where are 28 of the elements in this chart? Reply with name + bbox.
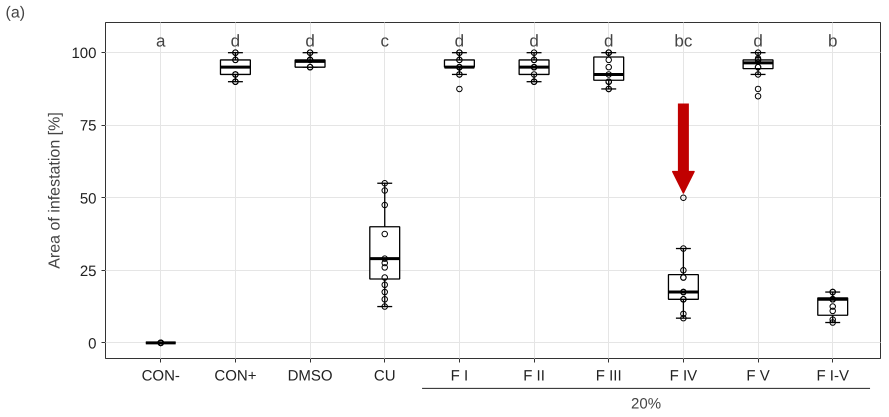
y-axis-title: Area of infestation [%] <box>46 112 64 269</box>
x-tick-label: CON- <box>142 368 180 384</box>
y-tick-label: 50 <box>80 190 97 208</box>
x-tick-label: CU <box>374 368 396 384</box>
annotation: d <box>604 31 614 50</box>
y-tick-label: 0 <box>88 335 96 352</box>
x-tick-label: F II <box>523 368 545 384</box>
annotation: c <box>380 31 390 50</box>
y-tick-label: 25 <box>80 262 97 280</box>
y-tick-label: 100 <box>71 45 97 62</box>
annotation: d <box>753 31 763 50</box>
annotation: d <box>230 31 240 50</box>
x-tick-label: F IV <box>670 368 698 384</box>
x-tick-label: F III <box>596 368 622 384</box>
x-tick-label: DMSO <box>288 368 333 384</box>
y-tick-label: 75 <box>80 118 97 135</box>
annotation: d <box>305 31 315 50</box>
annotation: d <box>529 31 539 50</box>
x-tick-label: F I-V <box>816 368 849 384</box>
annotation: d <box>454 31 464 50</box>
text: (a) <box>6 4 26 22</box>
x-tick-label: F I <box>450 368 468 384</box>
annotation: b <box>828 31 838 50</box>
text: 20% <box>631 396 662 412</box>
annotation: bc <box>674 31 693 50</box>
x-tick-label: F V <box>746 368 770 384</box>
x-tick-label: CON+ <box>214 368 257 384</box>
annotation: a <box>156 31 166 50</box>
